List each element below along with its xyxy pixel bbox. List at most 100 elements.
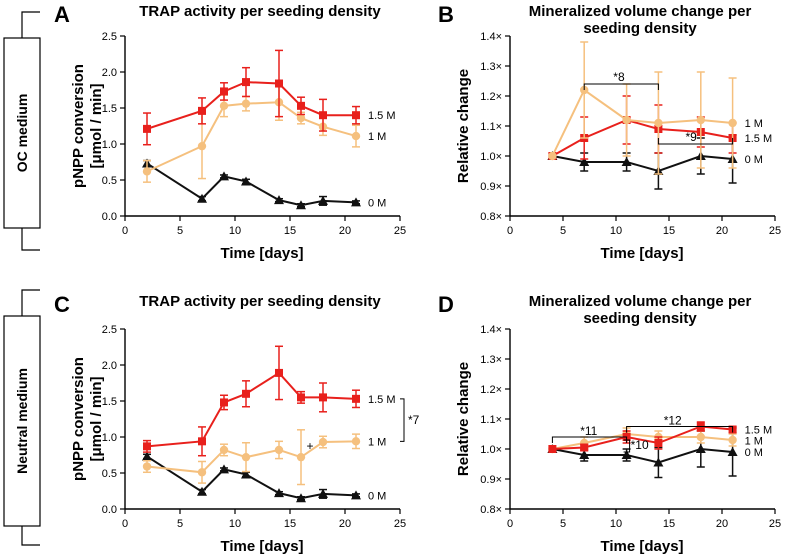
x-tick-label: 15	[663, 518, 675, 530]
data-point	[241, 99, 251, 108]
annotation-label: *8	[613, 70, 625, 84]
series-1M	[142, 429, 361, 486]
series-line	[552, 432, 733, 450]
y-tick-label: 0.0	[102, 211, 117, 223]
x-tick-label: 25	[769, 518, 781, 530]
data-point	[548, 445, 557, 453]
data-point	[351, 197, 361, 207]
data-point	[654, 439, 663, 447]
data-point	[142, 167, 152, 176]
x-tick-label: 15	[284, 225, 296, 237]
series-0M	[142, 451, 361, 503]
x-tick-label: 20	[716, 225, 728, 237]
data-point	[695, 444, 706, 453]
x-tick-label: 10	[610, 225, 622, 237]
series-label: 1.5 M	[745, 425, 773, 437]
annotation-label: *12	[664, 414, 682, 428]
y-axis-label: pNPP conversion[μmol / min]	[70, 64, 105, 188]
data-point	[142, 462, 152, 471]
data-point	[579, 157, 590, 166]
y-tick-label: 0.9×	[480, 181, 502, 193]
data-point	[242, 78, 250, 87]
x-tick-label: 10	[229, 518, 241, 530]
y-tick-label: 0.0	[102, 504, 117, 516]
data-point	[220, 398, 228, 407]
annotation-label: *9	[686, 130, 698, 144]
y-tick-label: 1.5	[102, 396, 117, 408]
data-point	[728, 435, 737, 445]
series-line	[146, 371, 357, 448]
panel-letter: B	[438, 2, 454, 27]
bracket-box	[3, 37, 41, 229]
series-0M	[142, 158, 361, 210]
series-label: 1 M	[745, 436, 763, 448]
series-line	[551, 118, 733, 157]
chart-title: Mineralized volume change per seeding den…	[529, 293, 752, 327]
series-1-5M	[143, 345, 360, 457]
x-tick-label: 5	[177, 225, 183, 237]
chart-title: TRAP activity per seeding density	[139, 3, 381, 20]
y-tick-label: 1.2×	[480, 91, 502, 103]
significance-bracket	[623, 439, 631, 453]
y-axis-label: Relative change	[455, 69, 472, 183]
x-tick-label: 0	[122, 225, 128, 237]
data-point	[696, 115, 705, 125]
series-label: 1 M	[368, 436, 386, 448]
x-axis-label: Time [days]	[220, 538, 303, 555]
x-tick-label: 25	[394, 225, 406, 237]
data-point	[297, 393, 305, 402]
bracket-box	[3, 315, 41, 527]
data-point	[318, 437, 328, 447]
y-axis-label-line: pNPP conversion	[70, 357, 87, 481]
y-tick-label: 0.9×	[480, 474, 502, 486]
data-point	[728, 118, 737, 128]
y-tick-label: 2.0	[102, 360, 117, 372]
data-point	[241, 452, 251, 462]
y-tick-label: 0.8×	[480, 211, 502, 223]
y-axis-label: pNPP conversion[μmol / min]	[70, 357, 105, 481]
x-tick-label: 0	[122, 518, 128, 530]
data-point	[318, 195, 328, 205]
data-point	[548, 151, 557, 161]
data-point	[275, 79, 283, 88]
data-point	[143, 124, 151, 133]
annotation-label: *11	[580, 424, 597, 438]
data-point	[219, 101, 229, 111]
chart-title: Mineralized volume change per seeding den…	[529, 3, 752, 37]
x-tick-label: 20	[339, 225, 351, 237]
data-point	[274, 195, 284, 205]
data-point	[274, 445, 284, 455]
data-point	[296, 113, 306, 123]
data-point	[296, 452, 306, 462]
x-tick-label: 15	[663, 225, 675, 237]
data-point	[198, 437, 206, 446]
data-point	[219, 464, 229, 474]
y-tick-label: 1.0×	[480, 151, 502, 163]
series-label: 1.5 M	[368, 110, 396, 122]
y-tick-label: 1.4×	[480, 31, 502, 43]
data-point	[297, 101, 305, 110]
data-point	[319, 393, 327, 402]
y-tick-label: 1.1×	[480, 121, 502, 133]
y-tick-label: 1.0×	[480, 444, 502, 456]
data-point	[219, 445, 229, 455]
y-tick-label: 0.8×	[480, 504, 502, 516]
series-line	[146, 162, 357, 207]
series-label: 1 M	[368, 131, 386, 143]
panel-A: A TRAP activity per seeding density 0 5 10 15…	[54, 2, 406, 262]
x-tick-label: 25	[769, 225, 781, 237]
data-point	[351, 437, 361, 446]
bracket-line	[21, 11, 40, 251]
panel-B: B Mineralized volume change per seeding de…	[438, 2, 781, 262]
chart-title-line: Mineralized volume change per	[529, 293, 752, 310]
y-tick-label: 1.5	[102, 103, 117, 115]
data-point	[653, 457, 664, 467]
annotation-label: +	[307, 439, 314, 453]
series-line	[552, 447, 733, 464]
data-point	[296, 200, 306, 210]
data-point	[318, 488, 328, 498]
series-line	[551, 88, 733, 157]
data-point	[241, 469, 251, 479]
data-point	[197, 193, 207, 203]
